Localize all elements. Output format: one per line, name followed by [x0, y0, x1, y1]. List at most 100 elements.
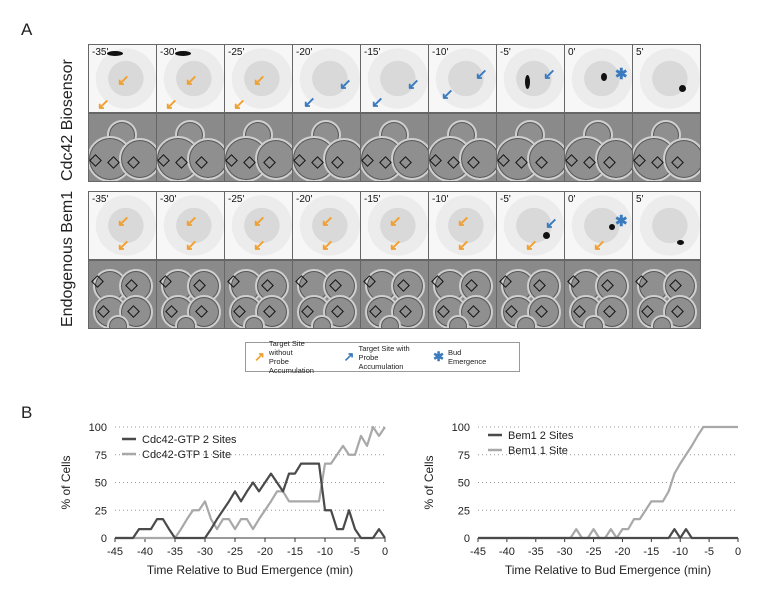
bem1-bf-tile [429, 261, 496, 328]
cdc42-fl-tile: -25' ↙ ↙ [225, 45, 292, 112]
x-tick-label: -35 [167, 546, 183, 558]
y-tick-label: 25 [95, 505, 107, 517]
orange-arrow-icon: ↙ [457, 213, 470, 230]
bem1-fl-timepoint-label: -20' [296, 194, 313, 205]
cdc42-bf-cell [187, 138, 224, 180]
cdc42-bf-cell [323, 138, 360, 180]
bem1-bf-tile [361, 261, 428, 328]
x-tick-label: -45 [470, 546, 486, 558]
legend-entry: Bem1 2 Sites [508, 430, 574, 442]
orange-arrow-icon: ↙ [185, 213, 198, 230]
legend-label-accumulation-line2: Probe Accumulation [358, 352, 404, 371]
bem1-fl-tile: -10' ↙ ↙ [429, 192, 496, 259]
panel-a-label: A [21, 20, 33, 39]
cdc42-bf-tile [565, 114, 632, 181]
bem1-fl-probe-spot [609, 224, 615, 230]
asterisk-icon: ✱ [615, 66, 628, 83]
x-axis-title: Time Relative to Bud Emergence (min) [505, 563, 711, 577]
y-tick-label: 0 [464, 533, 470, 545]
y-tick-label: 75 [95, 450, 107, 462]
series-line [478, 528, 738, 540]
orange-arrow-icon: ↙ [593, 237, 606, 254]
cdc42-fl-timepoint-label: -10' [432, 47, 449, 58]
bem1-fl-tile: -35' ↙ ↙ [89, 192, 156, 259]
legend-item-bud: ✱ Bud Emergence [433, 348, 495, 366]
cdc42-fl-tile: -10' ↙ ↙ [429, 45, 496, 112]
row-label-bem1: Endogenous Bem1 [59, 190, 76, 327]
y-tick-label: 75 [458, 450, 470, 462]
cdc42-fl-probe-spot [107, 51, 123, 56]
cdc42-bf-tile [157, 114, 224, 181]
cdc42-bf-tile [293, 114, 360, 181]
bem1-fl-probe-spot [677, 240, 684, 245]
orange-arrow-icon: ↙ [117, 237, 130, 254]
bem1-bf-tile [225, 261, 292, 328]
x-tick-label: -20 [614, 546, 630, 558]
legend-label-accumulation-line1: Target Site with [358, 343, 410, 353]
series-line [115, 425, 386, 540]
cdc42-bf-tile [225, 114, 292, 181]
bem1-brightfield-strip [88, 260, 701, 329]
x-tick-label: -45 [107, 546, 123, 558]
orange-arrow-icon: ↙ [185, 72, 198, 89]
bem1-fl-timepoint-label: -25' [228, 194, 245, 205]
cdc42-fl-timepoint-label: -20' [296, 47, 313, 58]
cdc42-line-chart: 0 25 50 75 100 -45 -40 -35 -30 -25 -20 -15 -10 -5 0 Tim… [59, 422, 388, 577]
x-tick-label: -30 [197, 546, 213, 558]
bem1-bf-cell [447, 315, 469, 328]
panel-b-label: B [21, 403, 33, 422]
orange-arrow-icon: ↙ [389, 237, 402, 254]
series-line [115, 462, 386, 540]
bem1-fl-timepoint-label: 0' [568, 194, 576, 205]
y-axis-title: % of Cells [59, 455, 73, 509]
cdc42-fl-probe-spot [525, 75, 530, 89]
bem1-fl-tile: 0' ↙ ✱ [565, 192, 632, 259]
bem1-bf-tile [157, 261, 224, 328]
x-tick-label: -15 [287, 546, 303, 558]
bem1-fl-tile: -30' ↙ ↙ [157, 192, 224, 259]
bem1-fl-probe-spot [543, 232, 550, 239]
bem1-bf-cell [311, 315, 333, 328]
bem1-bf-cell [243, 315, 265, 328]
orange-arrow-icon: ↙ [97, 96, 110, 112]
bem1-fl-timepoint-label: -30' [160, 194, 177, 205]
legend-entry: Bem1 1 Site [508, 445, 568, 457]
bem1-fluorescence-strip: -35' ↙ ↙ -30' ↙ ↙ -25' ↙ ↙ -20' ↙ ↙ -15' ↙ ↙ -10' ↙ ↙ -5' ↙… [88, 191, 701, 260]
y-tick-label: 50 [95, 478, 107, 490]
cdc42-fl-probe-spot [679, 85, 686, 92]
cdc42-fl-timepoint-label: -5' [500, 47, 511, 58]
bem1-fl-tile: -15' ↙ ↙ [361, 192, 428, 259]
cdc42-fl-tile: -20' ↙ ↙ [293, 45, 360, 112]
y-axis-title: % of Cells [422, 455, 436, 509]
bem1-fl-tile: -25' ↙ ↙ [225, 192, 292, 259]
orange-arrow-icon: ↙ [253, 72, 266, 89]
cdc42-fl-timepoint-label: -15' [364, 47, 381, 58]
cdc42-fl-timepoint-label: -25' [228, 47, 245, 58]
orange-arrow-icon: ↙ [321, 213, 334, 230]
cdc42-brightfield-strip [88, 113, 701, 182]
bem1-bf-tile [497, 261, 564, 328]
cdc42-bf-cell [391, 138, 428, 180]
cdc42-bf-cell [527, 138, 564, 180]
legend-label-no-accumulation-line2: Probe Accumulation [268, 357, 314, 375]
cdc42-fl-probe-spot [175, 51, 191, 56]
cdc42-bf-cell [595, 138, 632, 180]
cdc42-fl-tile: -30' ↙ ↙ [157, 45, 224, 112]
row-label-cdc42: Cdc42 Biosensor [59, 59, 76, 181]
y-tick-label: 100 [452, 422, 470, 434]
bem1-bf-cell [175, 315, 197, 328]
x-tick-label: -30 [557, 546, 573, 558]
bem1-bf-tile [293, 261, 360, 328]
asterisk-icon: ✱ [433, 349, 444, 364]
legend-box: ↗ Target Site without Probe Accumulation… [245, 339, 520, 375]
bem1-bf-cell [583, 315, 605, 328]
legend-entry: Cdc42-GTP 1 Site [142, 449, 231, 461]
blue-arrow-icon: ↙ [545, 215, 558, 232]
cdc42-fl-tile: -35' ↙ ↙ [89, 45, 156, 112]
y-tick-label: 50 [458, 478, 470, 490]
cdc42-bf-cell [459, 138, 496, 180]
x-tick-label: -10 [317, 546, 333, 558]
cdc42-bf-tile [633, 114, 700, 181]
bem1-line-chart: 0 25 50 75 100 -45 -40 -35 -30 -25 -20 -15 -10 -5 0 Tim… [422, 422, 741, 577]
orange-arrow-icon: ↙ [117, 72, 130, 89]
